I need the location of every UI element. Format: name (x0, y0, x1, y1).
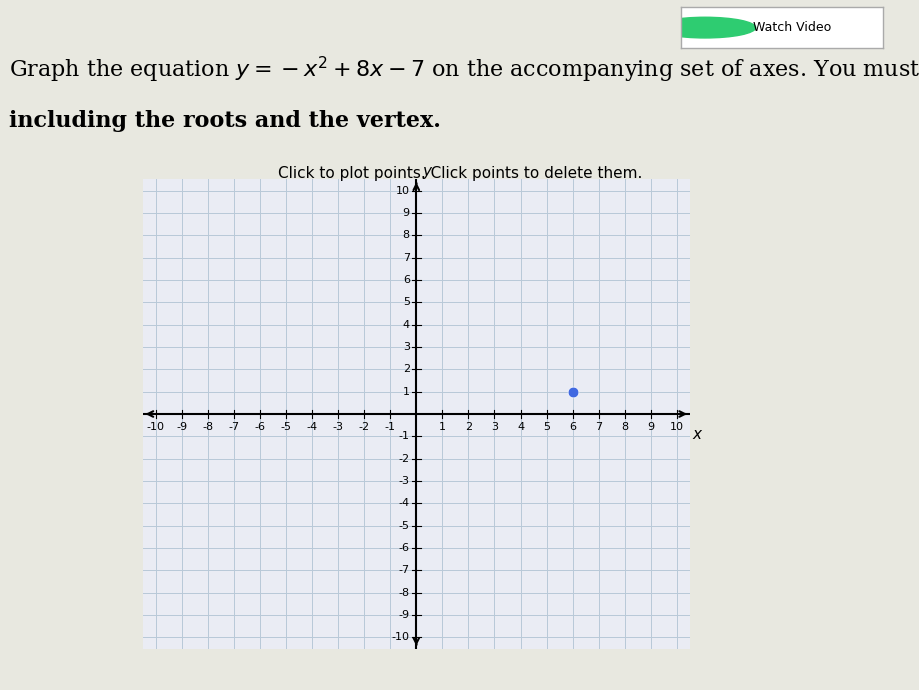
Text: -10: -10 (391, 633, 409, 642)
Text: x: x (692, 427, 701, 442)
Text: 6: 6 (569, 422, 575, 432)
Text: -1: -1 (384, 422, 395, 432)
Text: -9: -9 (176, 422, 187, 432)
Text: -8: -8 (202, 422, 213, 432)
Text: 8: 8 (403, 230, 409, 240)
Text: 5: 5 (403, 297, 409, 307)
Text: -6: -6 (255, 422, 265, 432)
Text: 9: 9 (403, 208, 409, 218)
Text: -3: -3 (333, 422, 343, 432)
Text: -7: -7 (398, 565, 409, 575)
Text: 6: 6 (403, 275, 409, 285)
Text: 10: 10 (395, 186, 409, 195)
Text: 3: 3 (403, 342, 409, 352)
Text: -6: -6 (398, 543, 409, 553)
Point (564, 386, 580, 397)
Text: y: y (423, 164, 431, 179)
Text: 8: 8 (620, 422, 628, 432)
Text: -10: -10 (146, 422, 165, 432)
Text: -9: -9 (398, 610, 409, 620)
Text: 1: 1 (438, 422, 446, 432)
Text: 7: 7 (403, 253, 409, 263)
Text: -4: -4 (306, 422, 317, 432)
Text: 4: 4 (516, 422, 524, 432)
Text: 1: 1 (403, 386, 409, 397)
Text: 2: 2 (464, 422, 471, 432)
Text: 3: 3 (491, 422, 497, 432)
Text: 5: 5 (542, 422, 550, 432)
Text: -3: -3 (398, 476, 409, 486)
Text: -4: -4 (398, 498, 409, 509)
Text: -5: -5 (398, 521, 409, 531)
Text: -7: -7 (228, 422, 239, 432)
Text: -2: -2 (358, 422, 369, 432)
Text: 10: 10 (669, 422, 683, 432)
Text: -5: -5 (280, 422, 291, 432)
Text: -1: -1 (398, 431, 409, 442)
Text: including the roots and the vertex.: including the roots and the vertex. (9, 110, 440, 132)
Circle shape (653, 17, 754, 38)
Text: 2: 2 (403, 364, 409, 374)
Text: 7: 7 (595, 422, 602, 432)
Text: Click to plot points. Click points to delete them.: Click to plot points. Click points to de… (278, 166, 641, 181)
Text: 9: 9 (647, 422, 653, 432)
Text: -8: -8 (398, 588, 409, 598)
Text: -2: -2 (398, 454, 409, 464)
Text: Watch Video: Watch Video (752, 21, 831, 34)
Text: 4: 4 (403, 319, 409, 330)
Text: Graph the equation $y = -x^2 + 8x - 7$ on the accompanying set of axes. You must: Graph the equation $y = -x^2 + 8x - 7$ o… (9, 55, 919, 86)
